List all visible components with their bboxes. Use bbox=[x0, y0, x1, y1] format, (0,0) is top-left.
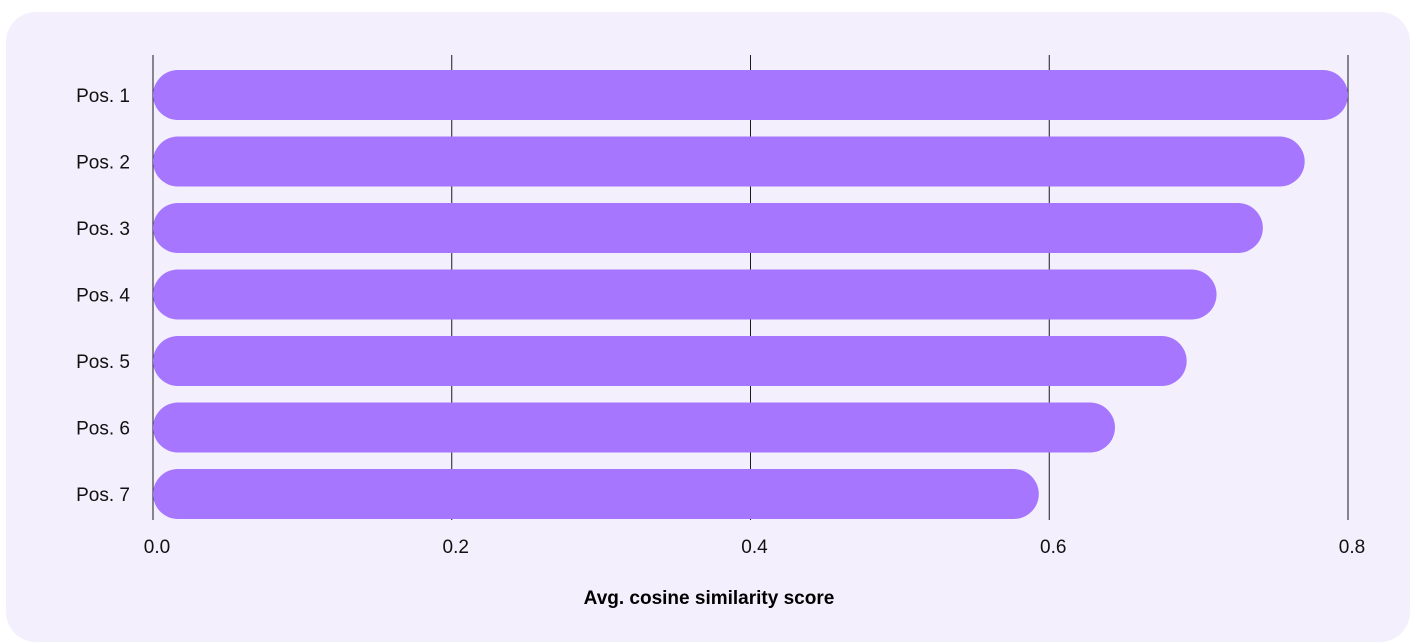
category-label: Pos. 2 bbox=[76, 153, 130, 174]
category-label: Pos. 4 bbox=[76, 286, 130, 307]
x-tick-labels: 0.0 0.2 0.4 0.6 0.8 bbox=[144, 537, 1365, 558]
category-label: Pos. 1 bbox=[76, 86, 130, 107]
bar-6 bbox=[153, 402, 1115, 453]
x-tick-label: 0.6 bbox=[1040, 537, 1066, 558]
bar-7 bbox=[153, 469, 1039, 519]
x-tick-label: 0.2 bbox=[443, 537, 469, 558]
x-tick-label: 0.0 bbox=[144, 537, 170, 558]
bar-1 bbox=[153, 70, 1348, 120]
category-label: Pos. 3 bbox=[76, 219, 130, 240]
x-tick-label: 0.4 bbox=[741, 537, 768, 558]
x-axis-title: Avg. cosine similarity score bbox=[584, 588, 835, 609]
bar-5 bbox=[153, 336, 1187, 386]
category-label: Pos. 5 bbox=[76, 352, 130, 373]
bars bbox=[153, 70, 1348, 519]
bar-4 bbox=[153, 269, 1217, 320]
x-tick-label: 0.8 bbox=[1339, 537, 1365, 558]
category-label: Pos. 6 bbox=[76, 419, 130, 440]
category-label: Pos. 7 bbox=[76, 485, 130, 506]
category-labels: Pos. 1 Pos. 2 Pos. 3 Pos. 4 Pos. 5 Pos. 6 Pos.… bbox=[76, 86, 130, 506]
bar-2 bbox=[153, 136, 1305, 187]
bar-3 bbox=[153, 203, 1263, 253]
